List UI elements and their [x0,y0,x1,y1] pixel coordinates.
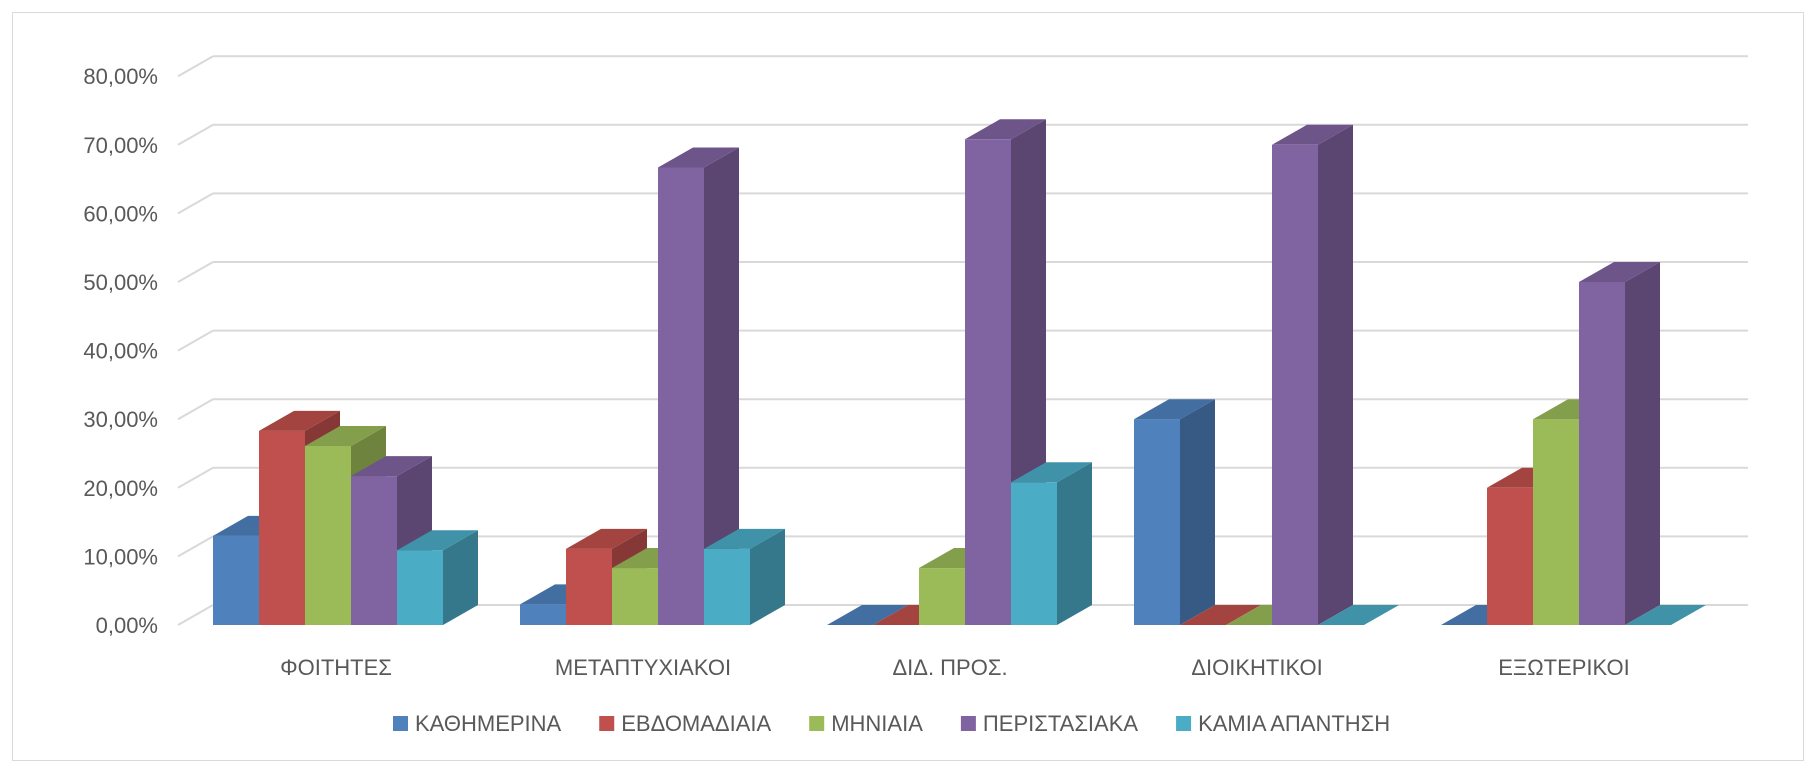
legend-swatch [1176,716,1192,731]
y-tick-label: 30,00% [83,407,158,432]
gridline-side [177,192,214,215]
bar [1134,399,1215,625]
gridline-side [177,261,214,283]
y-tick-label: 0,00% [96,613,158,638]
bar [658,147,739,626]
chart-frame: 0,00% 10,00% 20,00% 30,00% 40,00% 50,00% 60,00… [12,12,1804,761]
category-label: ΕΞΩΤΕΡΙΚΟΙ [1498,655,1630,680]
chart-svg: 0,00% 10,00% 20,00% 30,00% 40,00% 50,00% 60,00… [83,55,1748,736]
y-axis-tick-labels: 0,00% 10,00% 20,00% 30,00% 40,00% 50,00% 60,00… [83,64,158,638]
legend-swatch [809,716,825,731]
y-tick-label: 80,00% [83,64,158,89]
bar [704,528,785,625]
bar [1579,262,1660,625]
bar [1625,605,1706,625]
y-tick-label: 50,00% [83,270,158,295]
legend-swatch [393,716,408,731]
gridline-side [177,466,214,489]
legend: ΚΑΘΗΜΕΡΙΝΑ ΕΒΔΟΜΑΔΙΑΙΑ ΜΗΝΙΑΙΑ ΠΕΡΙΣΤΑΣΙΑΚΑ… [393,711,1390,736]
category-label: ΔΙΔ. ΠΡΟΣ. [892,655,1007,680]
bars [213,119,1706,626]
bar [397,530,478,625]
bar [1011,462,1092,625]
gridline-side [177,535,214,558]
y-tick-label: 40,00% [83,339,158,364]
legend-label: ΠΕΡΙΣΤΑΣΙΑΚΑ [983,711,1138,736]
category-label: ΜΕΤΑΠΤΥΧΙΑΚΟΙ [555,655,731,680]
legend-swatch [599,716,615,731]
legend-label: ΚΑΘΗΜΕΡΙΝΑ [415,711,562,736]
bar [1272,124,1353,626]
gridline-side [177,398,214,421]
y-tick-label: 20,00% [83,476,158,501]
y-tick-label: 10,00% [83,544,158,569]
y-tick-label: 70,00% [83,133,158,158]
category-labels: ΦΟΙΤΗΤΕΣ ΜΕΤΑΠΤΥΧΙΑΚΟΙ ΔΙΔ. ΠΡΟΣ. ΔΙΟΙΚΗΤΙΚ… [280,655,1630,680]
gridline-side [177,329,214,352]
legend-label: ΕΒΔΟΜΑΔΙΑΙΑ [621,711,771,736]
bar [1318,605,1399,625]
legend-label: ΚΑΜΙΑ ΑΠΑΝΤΗΣΗ [1198,711,1390,736]
category-label: ΦΟΙΤΗΤΕΣ [280,655,392,680]
category-label: ΔΙΟΙΚΗΤΙΚΟΙ [1191,655,1322,680]
gridline-side [177,604,214,626]
bar [827,605,908,625]
legend-label: ΜΗΝΙΑΙΑ [831,711,923,736]
gridline-side [177,55,214,78]
gridline-side [177,123,214,146]
legend-swatch [960,716,976,731]
y-tick-label: 60,00% [83,201,158,226]
bar [1180,605,1261,625]
